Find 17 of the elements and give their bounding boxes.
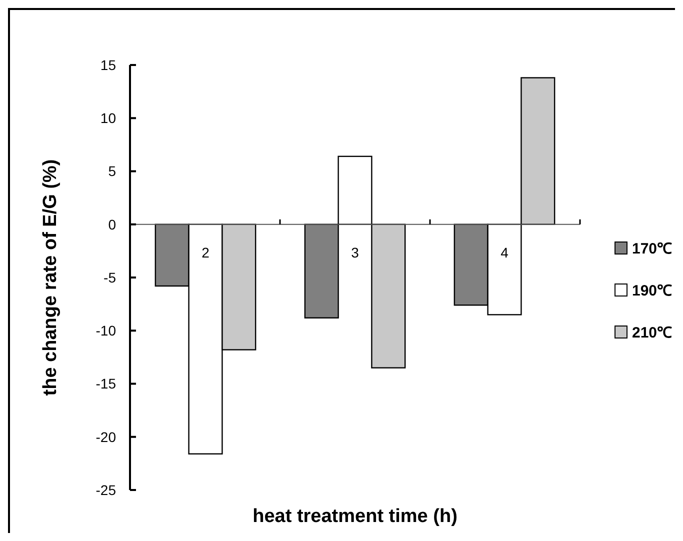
y-tick-label: 10: [100, 110, 116, 126]
y-tick-label: -25: [96, 482, 116, 498]
x-tick-label: 4: [500, 244, 509, 260]
y-tick-label: -20: [96, 428, 116, 445]
x-tick-label: 3: [351, 244, 360, 260]
y-tick-label: 15: [100, 56, 116, 73]
y-tick-label: -5: [104, 269, 116, 286]
legend-label: 190℃: [632, 282, 672, 300]
x-axis-title: heat treatment time (h): [252, 506, 458, 527]
y-tick-label: 0: [108, 216, 116, 232]
y-tick-label: -10: [96, 322, 116, 339]
y-tick-label: -15: [96, 376, 116, 392]
y-tick-label: 5: [108, 163, 116, 180]
legend-label: 170℃: [632, 240, 672, 258]
legend-label: 210℃: [632, 324, 672, 342]
y-axis-title: the change rate of E/G (%): [40, 159, 61, 396]
x-tick-label: 2: [202, 244, 210, 260]
